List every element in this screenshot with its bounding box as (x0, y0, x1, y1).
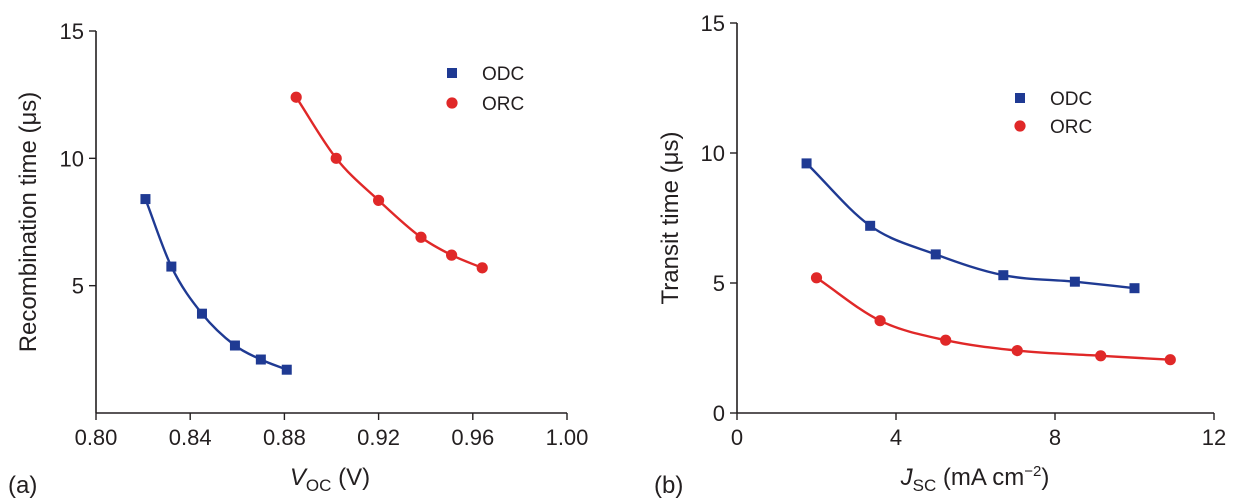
legend-marker-odc (1015, 93, 1025, 103)
x-tick-label: 0.96 (451, 425, 494, 450)
y-tick-label: 15 (60, 19, 84, 44)
chart-panel-a: 0.80 0.84 0.88 0.92 0.96 1.00 5 10 15 Recombinati… (8, 19, 588, 499)
data-point-odc (865, 220, 876, 231)
x-tick-label: 1.00 (546, 425, 589, 450)
data-point-orc (1095, 350, 1107, 362)
legend-label-odc: ODC (1050, 89, 1092, 110)
x-tick-label: 8 (1049, 425, 1061, 450)
data-point-odc (166, 261, 177, 272)
data-point-orc (940, 334, 952, 346)
data-point-orc (476, 262, 488, 274)
x-tick-label: 0.84 (169, 425, 212, 450)
legend-label-odc: ODC (482, 64, 524, 85)
x-tick-label: 4 (890, 425, 902, 450)
data-point-odc (255, 354, 266, 365)
data-point-odc (930, 249, 941, 260)
y-tick-label: 15 (701, 11, 725, 36)
legend-marker-odc (447, 68, 457, 78)
legend-label-orc: ORC (482, 94, 524, 115)
series-orc (290, 91, 488, 274)
data-point-odc (140, 194, 151, 205)
data-point-orc (415, 231, 427, 243)
x-tick-label: 0.80 (75, 425, 118, 450)
legend-label-orc: ORC (1050, 117, 1092, 138)
data-point-odc (801, 158, 812, 169)
data-point-orc (1011, 345, 1023, 357)
y-axis-title: Transit time (μs) (657, 132, 684, 305)
x-axis-title: VOC (V) (290, 464, 370, 495)
data-point-odc (229, 340, 240, 351)
series-orc (810, 272, 1176, 366)
y-tick-label: 10 (60, 146, 84, 171)
panel-label: (a) (8, 472, 37, 499)
y-tick-label: 10 (701, 141, 725, 166)
legend-marker-orc (446, 97, 458, 109)
data-point-odc (1069, 276, 1080, 287)
fit-curve-odc (144, 198, 288, 371)
fit-curve-orc (815, 276, 1171, 361)
data-point-orc (373, 194, 385, 206)
data-point-orc (330, 152, 342, 164)
data-point-orc (290, 91, 302, 103)
y-tick-label: 0 (713, 401, 725, 426)
legend-marker-orc (1014, 120, 1026, 132)
chart-panel-b: 0 4 8 12 0 5 10 15 Transit time (μs) JSC (mA cm−2… (654, 11, 1226, 499)
y-axis-title: Recombination time (μs) (15, 92, 42, 353)
data-point-odc (196, 308, 207, 319)
data-point-odc (998, 270, 1009, 281)
x-tick-label: 12 (1202, 425, 1226, 450)
x-tick-label: 0.92 (357, 425, 400, 450)
y-tick-label: 5 (72, 274, 84, 299)
series-odc (801, 158, 1140, 294)
fit-curve-orc (295, 96, 483, 269)
panel-label: (b) (654, 472, 683, 499)
legend: ODC ORC (1014, 89, 1092, 138)
data-point-orc (874, 315, 886, 327)
legend: ODC ORC (446, 64, 524, 115)
data-point-odc (1129, 283, 1140, 294)
fit-curve-odc (805, 162, 1135, 290)
x-axis-title: JSC (mA cm−2) (900, 463, 1050, 495)
data-point-orc (446, 249, 458, 261)
y-tick-label: 5 (713, 271, 725, 296)
x-tick-label: 0.88 (263, 425, 306, 450)
x-tick-label: 0 (731, 425, 743, 450)
series-odc (140, 194, 292, 375)
data-point-orc (1164, 354, 1176, 366)
data-point-odc (281, 364, 292, 375)
data-point-orc (810, 272, 823, 284)
